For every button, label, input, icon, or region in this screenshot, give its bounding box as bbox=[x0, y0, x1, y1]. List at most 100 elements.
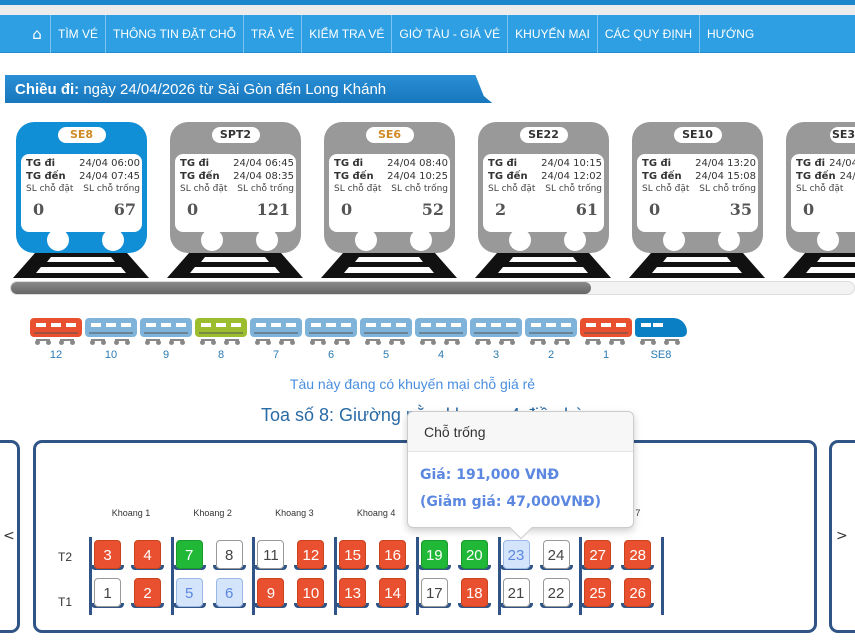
coach-window bbox=[641, 323, 651, 327]
depart-row: TG đi 24/04 06:00 bbox=[26, 158, 140, 169]
coach-item[interactable] bbox=[305, 318, 357, 348]
coach-item[interactable] bbox=[525, 318, 577, 348]
seat[interactable]: 5 bbox=[175, 578, 203, 607]
count-label-row: SL chỗ đặt SL chỗ trống bbox=[26, 184, 140, 194]
train-card[interactable]: SE22 TG đi 24/04 10:15 TG đến 24/04 12:02 SL … bbox=[478, 122, 609, 253]
seat[interactable]: 3 bbox=[94, 540, 121, 569]
train-card[interactable]: SE10 TG đi 24/04 13:20 TG đến 24/04 15:08 SL … bbox=[632, 122, 763, 253]
coach-label[interactable]: 2 bbox=[547, 349, 555, 361]
seat[interactable]: 10 bbox=[297, 578, 325, 607]
nav-item[interactable]: KIỂM TRA VÉ bbox=[301, 14, 391, 53]
nav-item[interactable]: TRẢ VÉ bbox=[242, 14, 301, 53]
coach-item[interactable] bbox=[140, 318, 192, 348]
nav-item[interactable]: HƯỚNG bbox=[698, 14, 761, 53]
rail-track bbox=[475, 253, 611, 278]
seat[interactable]: 27 bbox=[584, 540, 612, 569]
coach-item[interactable] bbox=[360, 318, 412, 348]
seat[interactable]: 18 bbox=[460, 578, 488, 607]
coach-label[interactable]: 8 bbox=[217, 349, 225, 361]
seat[interactable]: 19 bbox=[420, 540, 448, 569]
nav-item[interactable]: KHUYẾN MẠI bbox=[507, 14, 597, 53]
booked-label: SL chỗ đặt bbox=[642, 184, 690, 194]
coach-label[interactable]: 5 bbox=[382, 349, 390, 361]
seat[interactable]: 1 bbox=[94, 578, 121, 607]
seat[interactable]: 11 bbox=[257, 540, 285, 569]
seat[interactable]: 20 bbox=[460, 540, 488, 569]
seat[interactable]: 9 bbox=[257, 578, 285, 607]
train-code: SPT2 bbox=[211, 127, 260, 143]
nav-item[interactable]: GIỜ TÀU - GIÁ VÉ bbox=[391, 14, 507, 53]
home-icon[interactable]: ⌂ bbox=[32, 24, 42, 43]
scrollbar-thumb[interactable] bbox=[11, 282, 591, 294]
seat[interactable]: 25 bbox=[584, 578, 612, 607]
arrive-time: 24/04 bbox=[839, 171, 855, 182]
coach-item[interactable] bbox=[195, 318, 247, 348]
seat[interactable]: 2 bbox=[134, 578, 161, 607]
rail-track bbox=[321, 253, 457, 278]
depart-label: TG đi bbox=[180, 158, 210, 169]
chevron-left-icon[interactable]: < bbox=[3, 528, 15, 544]
seat[interactable]: 12 bbox=[297, 540, 325, 569]
coach-label[interactable]: SE8 bbox=[650, 349, 672, 361]
coach-window bbox=[216, 323, 226, 327]
seat[interactable]: 13 bbox=[339, 578, 367, 607]
seat[interactable]: 21 bbox=[502, 578, 530, 607]
locomotive[interactable] bbox=[635, 318, 687, 348]
booked-count: 0 bbox=[187, 200, 199, 219]
count-label-row: SL chỗ đặt bbox=[796, 184, 853, 194]
coach-window bbox=[176, 323, 186, 327]
nav-item[interactable]: CÁC QUY ĐỊNH bbox=[596, 14, 699, 53]
nav-item[interactable]: TÌM VÉ bbox=[50, 14, 105, 53]
coach-label[interactable]: 1 bbox=[602, 349, 610, 361]
prev-coach-button[interactable] bbox=[0, 440, 20, 633]
seat[interactable]: 6 bbox=[215, 578, 243, 607]
seat[interactable]: 23 bbox=[502, 540, 530, 569]
seat[interactable]: 22 bbox=[542, 578, 570, 607]
seat[interactable]: 26 bbox=[624, 578, 652, 607]
seat[interactable]: 8 bbox=[215, 540, 243, 569]
seat[interactable]: 17 bbox=[420, 578, 448, 607]
depart-time: 24/04 06:45 bbox=[233, 158, 294, 169]
seat[interactable]: 14 bbox=[379, 578, 407, 607]
tooltip-price: Giá: 191,000 VNĐ bbox=[420, 467, 560, 483]
arrive-time: 24/04 12:02 bbox=[541, 171, 602, 182]
seat[interactable]: 4 bbox=[134, 540, 161, 569]
seat[interactable]: 28 bbox=[624, 540, 652, 569]
seat[interactable]: 15 bbox=[339, 540, 367, 569]
seat[interactable]: 7 bbox=[175, 540, 203, 569]
chevron-right-icon[interactable]: > bbox=[836, 528, 848, 544]
booked-label: SL chỗ đặt bbox=[488, 184, 536, 194]
compartment-label: Khoang 2 bbox=[193, 508, 232, 518]
coach-item[interactable] bbox=[580, 318, 632, 348]
booked-label: SL chỗ đặt bbox=[334, 184, 382, 194]
rail-track bbox=[13, 253, 149, 278]
coach-label[interactable]: 4 bbox=[437, 349, 445, 361]
coach-item[interactable] bbox=[30, 318, 82, 348]
wheelset bbox=[664, 339, 680, 345]
coach-label[interactable]: 10 bbox=[104, 349, 118, 361]
seat[interactable]: 16 bbox=[379, 540, 407, 569]
next-coach-button[interactable] bbox=[829, 440, 855, 633]
coach-stripe bbox=[34, 332, 78, 334]
coach-window bbox=[451, 323, 461, 327]
train-list-scrollbar[interactable] bbox=[10, 281, 855, 295]
train-card[interactable]: SPT2 TG đi 24/04 06:45 TG đến 24/04 08:35 SL … bbox=[170, 122, 301, 253]
coach-label[interactable]: 12 bbox=[49, 349, 63, 361]
promo-text: Tàu này đang có khuyến mại chỗ giá rẻ bbox=[289, 376, 536, 392]
coach-label[interactable]: 3 bbox=[492, 349, 500, 361]
coach-item[interactable] bbox=[250, 318, 302, 348]
coach-label[interactable]: 7 bbox=[272, 349, 280, 361]
train-card[interactable]: SE6 TG đi 24/04 08:40 TG đến 24/04 10:25 SL c… bbox=[324, 122, 455, 253]
coach-label[interactable]: 6 bbox=[327, 349, 335, 361]
arrive-row: TG đến 24/04 12:02 bbox=[488, 171, 602, 182]
coach-label[interactable]: 9 bbox=[162, 349, 170, 361]
seat[interactable]: 24 bbox=[542, 540, 570, 569]
coach-item[interactable] bbox=[415, 318, 467, 348]
coach-item[interactable] bbox=[85, 318, 137, 348]
coach-item[interactable] bbox=[470, 318, 522, 348]
train-card[interactable]: SE8 TG đi 24/04 06:00 TG đến 24/04 07:45 SL c… bbox=[16, 122, 147, 253]
nav-item[interactable]: THÔNG TIN ĐẶT CHỖ bbox=[105, 14, 243, 53]
